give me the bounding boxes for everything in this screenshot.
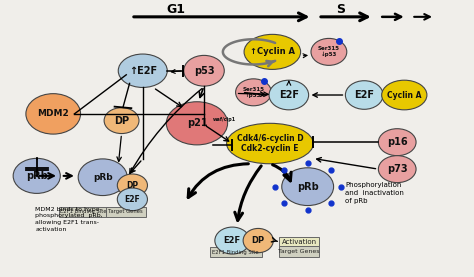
Text: MDM2: MDM2 [37,109,69,118]
Text: waf/cip1: waf/cip1 [212,117,236,122]
Ellipse shape [236,79,272,106]
Ellipse shape [184,55,224,86]
Text: E2F: E2F [224,236,241,245]
Text: E2F: E2F [125,195,140,204]
Ellipse shape [282,168,334,206]
Ellipse shape [117,188,147,211]
Text: G1: G1 [166,3,185,16]
Ellipse shape [227,123,313,164]
Text: Ser315
↑p53: Ser315 ↑p53 [243,87,264,98]
Text: S: S [336,3,345,16]
Text: pRb: pRb [297,182,319,192]
Ellipse shape [382,80,427,110]
Text: Phosphorylation
and  inactivation
of pRb: Phosphorylation and inactivation of pRb [346,182,404,204]
FancyBboxPatch shape [279,247,319,257]
Text: pRb: pRb [26,171,47,181]
Ellipse shape [166,102,228,145]
Text: E2F: E2F [279,90,299,100]
Text: ↑Cyclin A: ↑Cyclin A [250,47,295,57]
Ellipse shape [244,34,301,70]
Ellipse shape [13,158,60,193]
Text: Cdk4/6-cyclin D
Cdk2-cyclin E: Cdk4/6-cyclin D Cdk2-cyclin E [237,134,303,153]
Ellipse shape [243,229,273,253]
Ellipse shape [117,174,147,197]
Ellipse shape [78,159,127,196]
Ellipse shape [118,54,167,88]
FancyBboxPatch shape [106,207,146,217]
Ellipse shape [26,94,81,134]
Text: E2F: E2F [354,90,374,100]
FancyBboxPatch shape [59,207,108,217]
Text: MDM2 binds to hypo-
phosphorylated  pRb,
allowing E2F1 trans-
activation: MDM2 binds to hypo- phosphorylated pRb, … [36,207,103,232]
Text: pRb: pRb [93,173,112,182]
Ellipse shape [346,81,383,109]
Text: E2F1 Binding Site: E2F1 Binding Site [212,250,259,255]
Text: p53: p53 [194,66,214,76]
Ellipse shape [215,227,250,254]
Ellipse shape [378,129,416,156]
Text: Activation: Activation [282,239,317,245]
Text: E2F1 Binding Site: E2F1 Binding Site [60,209,107,214]
Ellipse shape [378,156,416,183]
Text: p73: p73 [387,164,408,174]
FancyBboxPatch shape [210,247,262,257]
Text: DP: DP [114,116,129,125]
Text: ↑E2F: ↑E2F [129,66,157,76]
Text: Ser315
↓p53: Ser315 ↓p53 [318,47,340,57]
Ellipse shape [104,108,139,134]
FancyBboxPatch shape [279,237,319,247]
Text: p16: p16 [387,137,408,147]
Ellipse shape [311,39,347,65]
Text: Target Genes: Target Genes [278,249,320,254]
Text: Cyclin A: Cyclin A [387,91,421,99]
Text: Target Genes: Target Genes [109,209,143,214]
Text: p21: p21 [187,118,207,128]
Text: DP: DP [252,236,265,245]
Text: DP: DP [127,181,138,190]
Ellipse shape [269,80,309,110]
